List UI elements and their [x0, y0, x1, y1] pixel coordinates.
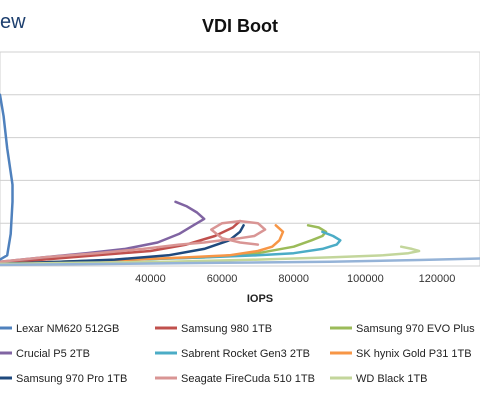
legend-label: Samsung 970 EVO Plus: [356, 323, 475, 335]
plot-area: [0, 51, 480, 267]
x-tick-label: 40000: [135, 273, 166, 285]
series-line-1: [0, 93, 14, 261]
series-lines: [0, 93, 480, 267]
x-tick-label: 60000: [207, 273, 238, 285]
legend-label: Samsung 970 Pro 1TB: [16, 373, 127, 385]
legend-label: Seagate FireCuda 510 1TB: [181, 373, 315, 385]
x-tick-label: 120000: [419, 273, 456, 285]
brand-logo-text: ew: [0, 11, 26, 33]
x-tick-label: 80000: [278, 273, 309, 285]
x-axis-label: IOPS: [247, 293, 273, 305]
x-tick-label: 100000: [347, 273, 384, 285]
chart-title: VDI Boot: [202, 16, 278, 36]
series-line-8: [0, 219, 267, 263]
legend-label: WD Black 1TB: [356, 373, 428, 385]
series-line-7: [0, 224, 245, 266]
legend-label: Sabrent Rocket Gen3 2TB: [181, 348, 310, 360]
series-line-9: [0, 245, 421, 266]
legend: Lexar NM620 512GB Samsung 980 1TB Samsung …: [0, 323, 475, 385]
legend-label: SK hynix Gold P31 1TB: [356, 348, 472, 360]
x-axis-ticks: 40000 60000 80000 100000 120000: [135, 273, 455, 285]
legend-label: Samsung 980 1TB: [181, 323, 272, 335]
series-line-2: [0, 219, 242, 266]
series-line-10: [0, 257, 480, 267]
legend-label: Lexar NM620 512GB: [16, 323, 119, 335]
legend-label: Crucial P5 2TB: [16, 348, 90, 360]
gridlines: [0, 51, 480, 267]
